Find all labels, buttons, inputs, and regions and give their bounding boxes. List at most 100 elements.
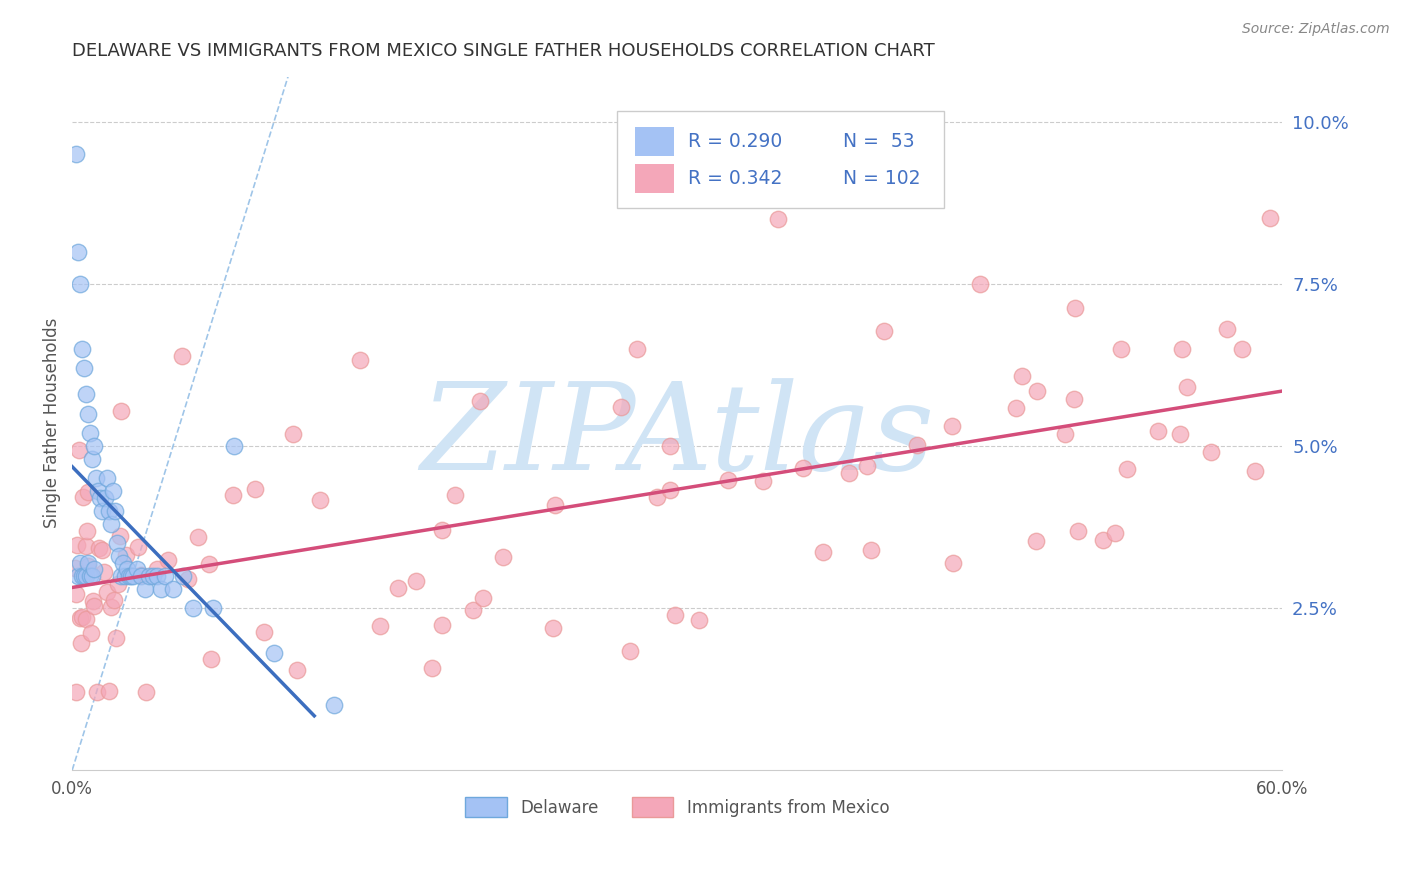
Point xyxy=(115,562,138,576)
Point xyxy=(76,524,98,538)
Point xyxy=(405,574,427,589)
Point xyxy=(1147,424,1170,438)
Point xyxy=(69,556,91,570)
Point xyxy=(766,212,789,227)
Point xyxy=(349,353,371,368)
Point xyxy=(811,545,834,559)
Point xyxy=(70,610,93,624)
Point xyxy=(1109,342,1132,356)
Point xyxy=(472,591,495,605)
Point xyxy=(1063,301,1085,316)
Point xyxy=(107,577,129,591)
Point xyxy=(93,565,115,579)
Point xyxy=(73,361,96,376)
Point xyxy=(80,625,103,640)
Point xyxy=(1005,401,1028,416)
Point xyxy=(1063,392,1085,406)
Point xyxy=(658,483,681,497)
Point xyxy=(162,582,184,596)
Text: DELAWARE VS IMMIGRANTS FROM MEXICO SINGLE FATHER HOUSEHOLDS CORRELATION CHART: DELAWARE VS IMMIGRANTS FROM MEXICO SINGL… xyxy=(72,42,935,60)
Point xyxy=(83,599,105,614)
Point xyxy=(969,277,991,291)
Point xyxy=(67,568,90,582)
Point xyxy=(1054,427,1077,442)
Point xyxy=(468,394,491,409)
Point xyxy=(72,491,94,505)
Point xyxy=(544,498,567,512)
Point xyxy=(87,541,110,555)
Point xyxy=(157,553,180,567)
Point xyxy=(626,342,648,356)
Point xyxy=(110,404,132,418)
Point xyxy=(100,516,122,531)
Point xyxy=(856,458,879,473)
Point xyxy=(283,426,305,441)
Point xyxy=(172,568,194,582)
Point xyxy=(79,568,101,582)
Point xyxy=(83,439,105,453)
Point xyxy=(187,530,209,544)
Point xyxy=(1091,533,1114,548)
Point xyxy=(87,484,110,499)
Point xyxy=(1216,322,1239,336)
Point xyxy=(82,594,104,608)
Point xyxy=(387,582,409,596)
Point xyxy=(716,474,738,488)
Point xyxy=(146,568,169,582)
Point xyxy=(93,491,115,505)
Point xyxy=(181,601,204,615)
Point xyxy=(200,652,222,666)
Point xyxy=(107,549,129,563)
Point xyxy=(75,568,97,582)
Text: ZIPAtlas: ZIPAtlas xyxy=(420,378,935,496)
Point xyxy=(72,342,94,356)
Point xyxy=(65,147,87,161)
Point xyxy=(111,556,134,570)
Point xyxy=(1243,464,1265,478)
Point xyxy=(86,471,108,485)
Point xyxy=(645,491,668,505)
Point xyxy=(86,685,108,699)
Point xyxy=(120,568,142,582)
Point xyxy=(65,685,87,699)
Point xyxy=(1175,379,1198,393)
Point xyxy=(432,618,454,632)
Point xyxy=(541,621,564,635)
Point xyxy=(170,349,193,363)
Point xyxy=(63,560,86,574)
Point xyxy=(121,568,143,582)
Point xyxy=(873,325,896,339)
Point xyxy=(688,613,710,627)
Point xyxy=(1116,462,1139,476)
Point xyxy=(114,568,136,582)
Point xyxy=(1067,524,1090,539)
Point xyxy=(105,632,128,646)
Point xyxy=(110,529,132,543)
Point xyxy=(69,277,91,291)
Point xyxy=(79,425,101,440)
Point xyxy=(177,573,200,587)
Point xyxy=(118,568,141,582)
Point xyxy=(838,466,860,480)
Point xyxy=(115,548,138,562)
Point xyxy=(125,562,148,576)
Point xyxy=(1201,445,1223,459)
Point xyxy=(100,599,122,614)
Point xyxy=(77,558,100,573)
Point xyxy=(1230,342,1253,356)
Point xyxy=(142,568,165,582)
Point xyxy=(90,543,112,558)
Point xyxy=(942,557,965,571)
Point xyxy=(138,568,160,582)
Point xyxy=(65,587,87,601)
Point xyxy=(103,593,125,607)
FancyBboxPatch shape xyxy=(617,112,943,209)
Point xyxy=(202,601,225,615)
Point xyxy=(70,636,93,650)
Point xyxy=(77,485,100,500)
Text: N =  53: N = 53 xyxy=(844,132,915,151)
Point xyxy=(66,538,89,552)
Point xyxy=(368,619,391,633)
Point xyxy=(82,568,104,582)
Point xyxy=(659,439,682,453)
